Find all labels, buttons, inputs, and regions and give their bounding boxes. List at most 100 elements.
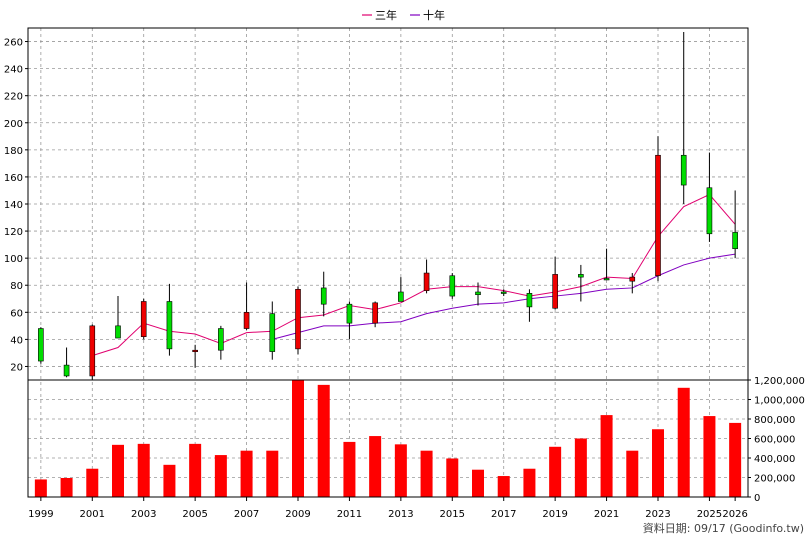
candle-2006 [218,325,224,360]
x-tick-label: 2017 [491,509,516,520]
x-tick-label: 1999 [28,509,53,520]
candle-body [218,328,224,351]
candle-body [552,274,558,309]
candle-body [346,303,353,324]
candle-body [449,275,456,297]
candle-body [38,328,44,362]
candle-body [295,288,301,350]
price-tick-label: 100 [4,254,23,265]
candle-body [398,291,404,302]
candle-2020 [578,264,584,302]
candle-2004 [166,283,173,356]
legend-label-0: 三年 [375,8,397,22]
candle-body [320,287,327,305]
candle-2026 [732,190,738,259]
volume-tick-label: 600,000 [754,435,795,446]
x-tick-label: 2021 [594,509,619,520]
candle-body [629,276,636,282]
candle-2002 [115,296,121,339]
price-tick-label: 40 [10,335,23,346]
volume-bar-2001 [86,468,99,497]
x-tick-label: 2025 [697,509,722,520]
candle-1999 [38,327,44,364]
volume-bar-2005 [189,443,202,497]
volume-bar-2002 [112,444,124,497]
volume-bar-2000 [60,477,73,497]
volume-tick-label: 0 [754,493,760,504]
volume-bar-2003 [137,443,150,497]
volume-bar-2018 [523,468,536,497]
price-tick-label: 260 [4,38,23,49]
candle-2005 [192,344,198,368]
candle-2015 [449,273,456,299]
x-tick-label: 2011 [337,509,362,520]
volume-bar-2004 [163,464,176,497]
x-tick-label: 2026 [722,509,747,520]
candle-2022 [629,273,636,294]
candle-body [603,278,610,281]
ma-line-10yr [272,253,736,340]
volume-bars [34,379,742,497]
volume-bar-2021 [600,415,613,497]
candle-body [706,187,713,235]
price-tick-label: 180 [4,146,23,157]
candle-body [475,291,481,296]
data-date-footer: 資料日期: 09/17 (Goodinfo.tw) [643,521,804,535]
price-tick-label: 240 [4,65,23,76]
candle-body [140,301,147,337]
candle-2008 [269,301,276,360]
volume-bar-2009 [292,379,304,497]
price-tick-label: 20 [10,362,23,373]
candle-2019 [552,256,558,310]
volume-bar-2019 [549,446,562,497]
candle-2023 [655,136,661,282]
volume-bar-2026 [729,422,742,497]
volume-bar-2010 [317,384,330,497]
price-tick-label: 220 [4,92,23,103]
candle-body [89,325,96,377]
candle-2016 [475,282,481,306]
volume-tick-label: 800,000 [754,415,795,426]
candle-2011 [346,301,353,340]
candle-2024 [680,32,687,204]
candle-2021 [603,248,610,281]
candle-body [115,325,121,339]
candle-body [423,272,430,291]
volume-bar-2022 [626,450,639,497]
x-tick-label: 2005 [182,509,207,520]
volume-bar-2008 [266,450,279,497]
candle-body [372,302,378,324]
candle-body [578,274,584,278]
volume-bar-2024 [677,387,690,497]
candle-2013 [398,277,404,302]
volume-axis-ticks: 0 200,000 400,000 600,000 800,000 1,000,000 1,… [748,376,805,504]
volume-bar-2020 [574,438,587,497]
price-tick-label: 80 [10,281,23,292]
candle-2001 [89,324,96,380]
candle-2000 [63,347,70,378]
candlesticks [38,32,738,380]
ma-line-3yr [92,193,736,357]
volume-tick-label: 1,000,000 [754,396,805,407]
price-tick-label: 200 [4,119,23,130]
volume-bar-2023 [652,429,664,497]
volume-bar-2017 [497,476,510,497]
x-tick-label: 2015 [440,509,465,520]
candle-2012 [372,301,378,328]
chart-frame [27,27,749,498]
x-axis-ticks: 1999 2001 2003 2005 2007 2009 2011 2013 2015 2017… [28,497,748,520]
legend-label-1: 十年 [423,8,445,22]
candle-2017 [500,289,507,297]
x-tick-label: 2013 [388,509,413,520]
volume-panel-border [27,379,749,498]
volume-tick-label: 200,000 [754,474,795,485]
volume-bar-2006 [214,455,227,497]
candle-2009 [295,286,301,355]
candle-body [526,293,533,308]
candle-2003 [140,298,147,340]
legend: 三年 十年 [362,8,445,22]
volume-bar-2013 [394,444,407,497]
volume-gridlines [28,379,748,478]
candle-2025 [706,152,713,242]
